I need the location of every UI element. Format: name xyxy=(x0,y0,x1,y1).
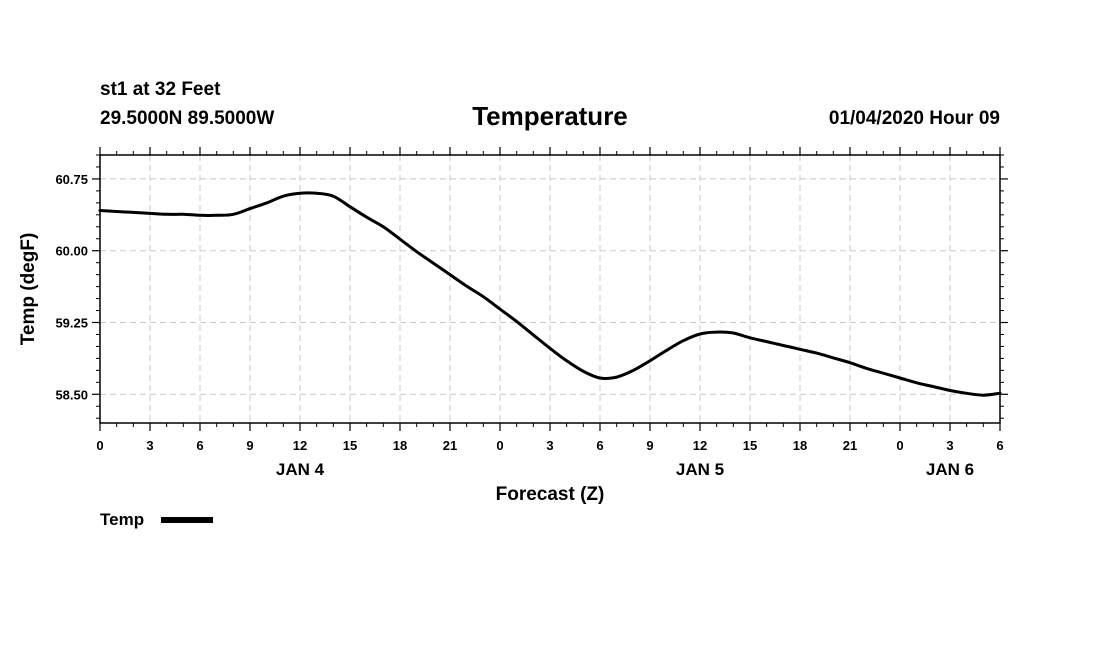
x-tick-label: 6 xyxy=(196,438,203,453)
datetime-label: 01/04/2020 Hour 09 xyxy=(829,108,1000,129)
y-tick-labels: 58.50 59.25 60.00 60.75 xyxy=(55,172,88,402)
date-label: JAN 5 xyxy=(676,460,724,479)
x-tick-label: 6 xyxy=(596,438,603,453)
x-axis-title: Forecast (Z) xyxy=(496,484,605,505)
legend: Temp xyxy=(100,510,213,529)
x-tick-label: 21 xyxy=(443,438,457,453)
series-layer xyxy=(98,191,1002,397)
x-tick-label: 3 xyxy=(946,438,953,453)
grid-lines xyxy=(100,155,1000,423)
x-tick-label: 3 xyxy=(146,438,153,453)
x-tick-label: 0 xyxy=(896,438,903,453)
legend-label: Temp xyxy=(100,510,144,529)
y-tick-label: 60.00 xyxy=(55,244,88,259)
x-tick-label: 15 xyxy=(343,438,357,453)
y-axis-title: Temp (degF) xyxy=(18,233,39,346)
chart-title: Temperature xyxy=(472,101,628,131)
x-tick-label: 15 xyxy=(743,438,757,453)
temp-series-line xyxy=(98,191,1002,397)
x-tick-labels: 0 3 6 9 12 15 18 21 0 3 6 9 12 15 18 21 0 3 6 xyxy=(96,438,1003,453)
x-tick-label: 18 xyxy=(393,438,407,453)
plot-frame xyxy=(99,154,1001,424)
x-tick-label: 9 xyxy=(646,438,653,453)
x-tick-label: 6 xyxy=(996,438,1003,453)
x-tick-label: 0 xyxy=(496,438,503,453)
y-tick-label: 59.25 xyxy=(55,316,88,331)
location-label: 29.5000N 89.5000W xyxy=(100,108,274,129)
x-tick-label: 12 xyxy=(693,438,707,453)
x-tick-label: 21 xyxy=(843,438,857,453)
x-tick-label: 0 xyxy=(96,438,103,453)
x-tick-label: 12 xyxy=(293,438,307,453)
x-tick-label: 3 xyxy=(546,438,553,453)
x-tick-label: 18 xyxy=(793,438,807,453)
date-labels: JAN 4 JAN 5 JAN 6 xyxy=(276,460,974,479)
date-label: JAN 4 xyxy=(276,460,325,479)
date-label: JAN 6 xyxy=(926,460,974,479)
x-tick-label: 9 xyxy=(246,438,253,453)
y-tick-label: 60.75 xyxy=(55,172,88,187)
y-tick-label: 58.50 xyxy=(55,387,88,402)
station-label: st1 at 32 Feet xyxy=(100,79,221,100)
